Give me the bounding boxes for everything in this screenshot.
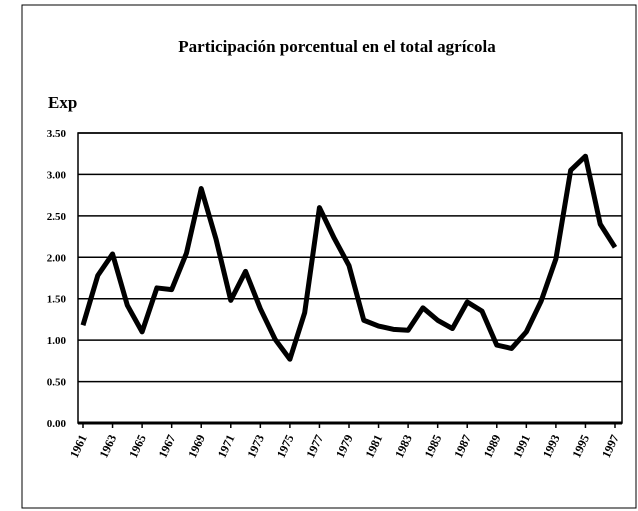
x-tick-label: 1991: [510, 432, 533, 460]
y-tick-label: 0.00: [47, 418, 67, 430]
x-tick-label: 1977: [303, 432, 326, 460]
x-tick-label: 1985: [422, 432, 445, 460]
y-tick-label: 1.50: [47, 294, 67, 306]
x-tick-label: 1969: [185, 432, 208, 460]
x-tick-label: 1993: [540, 432, 563, 460]
x-tick-label: 1973: [244, 432, 267, 460]
y-tick-label: 2.00: [47, 252, 67, 264]
x-tick-label: 1995: [569, 432, 592, 460]
x-tick-label: 1981: [362, 432, 385, 460]
x-tick-label: 1965: [126, 432, 149, 460]
y-tick-label: 0.50: [47, 377, 67, 389]
x-tick-label: 1989: [481, 432, 504, 460]
y-tick-label: 1.00: [47, 335, 67, 347]
y-tick-label: 3.50: [47, 128, 67, 140]
x-tick-label: 1961: [67, 432, 90, 460]
y-tick-label: 2.50: [47, 211, 67, 223]
x-tick-label: 1975: [274, 432, 297, 460]
x-tick-label: 1987: [451, 432, 474, 460]
y-axis-label: Exp: [48, 93, 77, 112]
chart-title: Participación porcentual en el total agr…: [178, 37, 496, 56]
frame: [21, 4, 637, 509]
y-tick-label: 3.00: [47, 169, 67, 181]
x-tick-label: 1979: [333, 432, 356, 460]
x-tick-label: 1971: [215, 432, 238, 460]
x-tick-label: 1983: [392, 432, 415, 460]
data-line: [80, 153, 618, 362]
x-tick-label: 1997: [599, 432, 622, 460]
x-tick-label: 1963: [96, 432, 119, 460]
x-tick-label: 1967: [156, 432, 179, 460]
